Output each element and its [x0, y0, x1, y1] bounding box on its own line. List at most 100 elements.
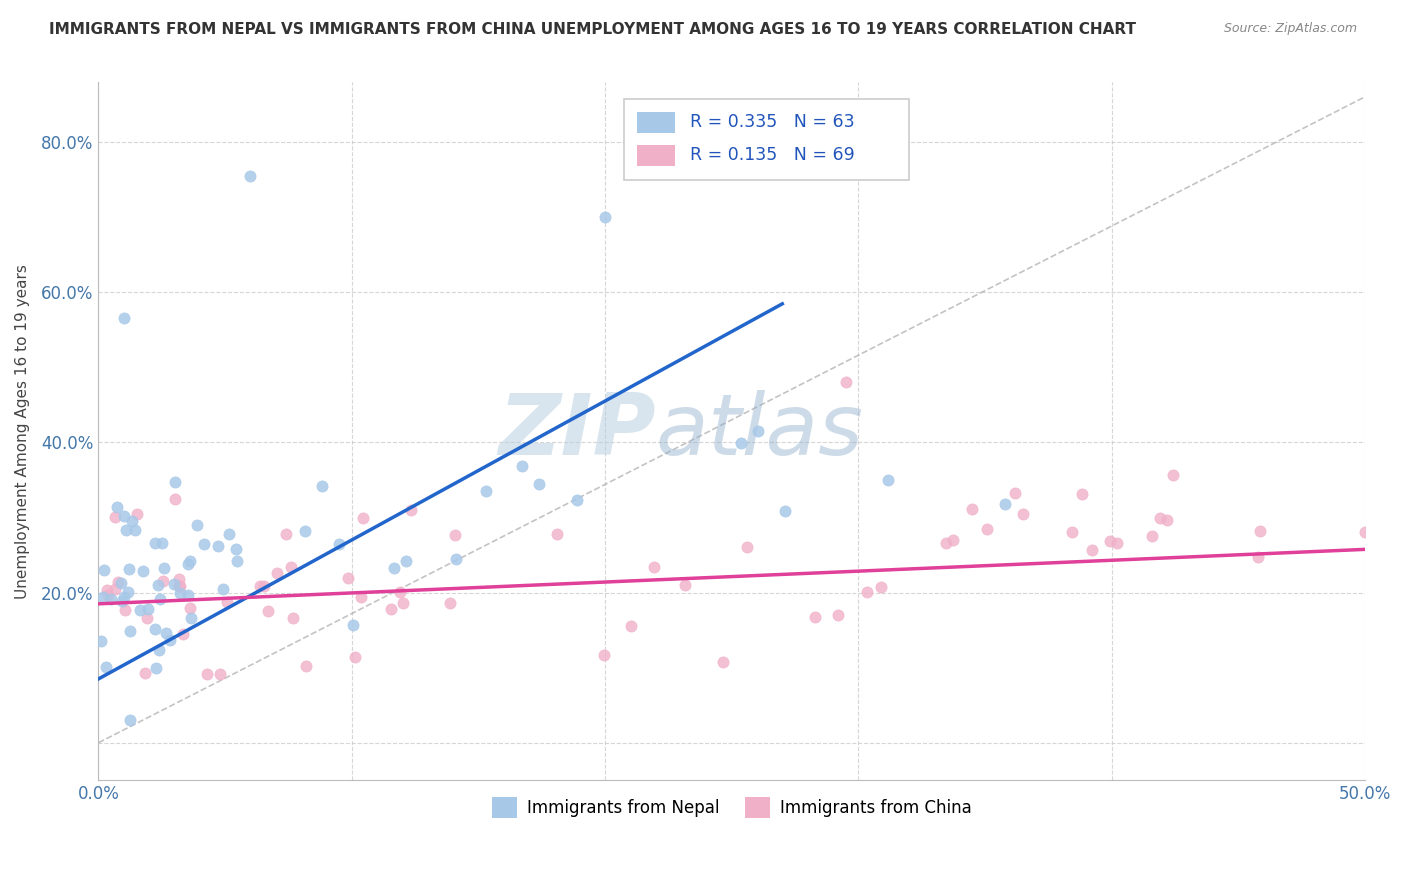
Point: [212, 582, 235, 596]
Point: [856, 584, 879, 599]
Point: [145, 661, 167, 675]
Point: [546, 526, 568, 541]
Point: [132, 564, 155, 578]
Point: [104, 510, 127, 524]
Point: [392, 596, 415, 610]
Point: [337, 571, 360, 585]
Point: [125, 508, 148, 522]
Point: [207, 539, 229, 553]
Point: [1062, 524, 1084, 539]
Point: [165, 475, 187, 490]
Point: [165, 492, 187, 507]
Point: [1142, 529, 1164, 543]
Point: [179, 554, 201, 568]
Point: [350, 591, 373, 605]
Point: [105, 500, 128, 514]
Point: [117, 585, 139, 599]
Point: [149, 592, 172, 607]
Text: ZIP: ZIP: [498, 390, 655, 473]
Point: [388, 585, 411, 599]
Point: [148, 643, 170, 657]
Point: [225, 542, 247, 557]
Point: [253, 579, 276, 593]
Point: [294, 524, 316, 538]
Point: [163, 577, 186, 591]
Point: [960, 502, 983, 516]
Point: [177, 588, 200, 602]
Point: [143, 622, 166, 636]
Point: [1249, 524, 1271, 538]
Y-axis label: Unemployment Among Ages 16 to 19 years: Unemployment Among Ages 16 to 19 years: [15, 264, 30, 599]
Point: [100, 592, 122, 607]
Point: [295, 658, 318, 673]
Bar: [637, 112, 675, 133]
Point: [218, 527, 240, 541]
Point: [1080, 543, 1102, 558]
Point: [266, 566, 288, 580]
Text: R = 0.135   N = 69: R = 0.135 N = 69: [690, 146, 855, 164]
Point: [730, 435, 752, 450]
Point: [121, 515, 143, 529]
Point: [395, 554, 418, 568]
Text: R = 0.335   N = 63: R = 0.335 N = 63: [690, 113, 855, 131]
Text: atlas: atlas: [655, 390, 863, 473]
Point: [169, 579, 191, 593]
Point: [593, 210, 616, 224]
Point: [382, 560, 405, 574]
Point: [225, 554, 247, 568]
Point: [399, 503, 422, 517]
Point: [136, 611, 159, 625]
Point: [172, 627, 194, 641]
Point: [167, 572, 190, 586]
Point: [1012, 507, 1035, 521]
Point: [1149, 511, 1171, 525]
Point: [96, 582, 118, 597]
Point: [1354, 525, 1376, 540]
Point: [195, 666, 218, 681]
Point: [217, 595, 239, 609]
Point: [118, 713, 141, 727]
Point: [152, 574, 174, 589]
Point: [444, 528, 467, 542]
Point: [193, 536, 215, 550]
Point: [352, 511, 374, 525]
Point: [1105, 535, 1128, 549]
Point: [527, 477, 550, 491]
Point: [124, 523, 146, 537]
Point: [93, 563, 115, 577]
Point: [257, 604, 280, 618]
Point: [169, 586, 191, 600]
Point: [239, 169, 262, 183]
Point: [148, 578, 170, 592]
Point: [1247, 549, 1270, 564]
Point: [110, 576, 132, 591]
Point: [208, 667, 231, 681]
Point: [343, 650, 366, 665]
Point: [177, 558, 200, 572]
Point: [592, 648, 614, 662]
Point: [877, 473, 900, 487]
Point: [97, 588, 120, 602]
Point: [1161, 467, 1184, 482]
Point: [276, 527, 298, 541]
Point: [747, 424, 769, 438]
Point: [136, 602, 159, 616]
Point: [90, 634, 112, 648]
Point: [342, 618, 364, 632]
Point: [773, 504, 796, 518]
Text: Source: ZipAtlas.com: Source: ZipAtlas.com: [1223, 22, 1357, 36]
Point: [1099, 534, 1122, 549]
Point: [249, 579, 271, 593]
Point: [96, 660, 118, 674]
Point: [510, 458, 533, 473]
Point: [834, 376, 856, 390]
Point: [941, 533, 963, 547]
Point: [112, 590, 135, 604]
Point: [143, 535, 166, 549]
Point: [976, 522, 998, 536]
Point: [1004, 486, 1026, 500]
Point: [804, 610, 827, 624]
Text: IMMIGRANTS FROM NEPAL VS IMMIGRANTS FROM CHINA UNEMPLOYMENT AMONG AGES 16 TO 19 : IMMIGRANTS FROM NEPAL VS IMMIGRANTS FROM…: [49, 22, 1136, 37]
Point: [118, 624, 141, 639]
Point: [159, 633, 181, 648]
